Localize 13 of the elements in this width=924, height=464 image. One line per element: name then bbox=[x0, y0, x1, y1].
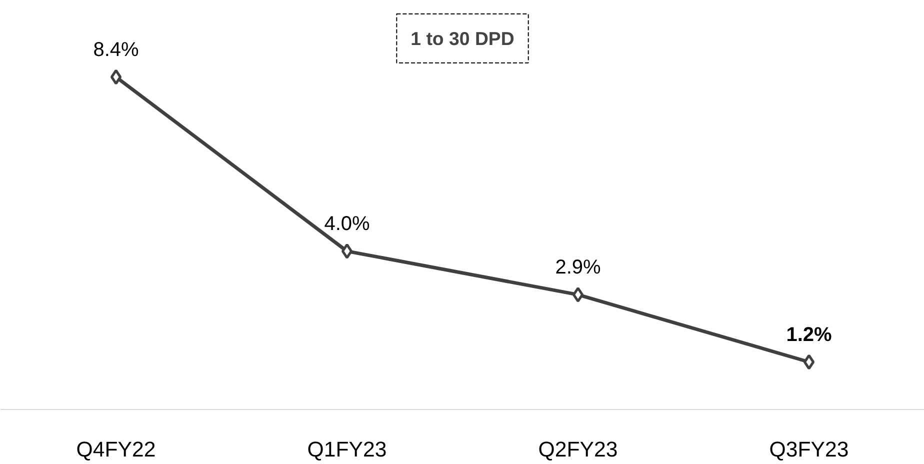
data-label: 2.9% bbox=[555, 256, 602, 279]
point bbox=[110, 69, 122, 85]
x-tick-label: Q1FY23 bbox=[307, 438, 387, 462]
point bbox=[572, 286, 584, 302]
data-label: 1.2% bbox=[786, 324, 832, 346]
data-label: 8.4% bbox=[93, 39, 140, 61]
x-tick-label: Q3FY23 bbox=[769, 438, 849, 462]
point bbox=[803, 354, 815, 370]
x-tick-label: Q2FY23 bbox=[538, 438, 618, 462]
x-tick-label: Q4FY22 bbox=[76, 438, 156, 462]
data-label: 4.0% bbox=[324, 213, 370, 236]
chart-title: 1 to 30 DPD bbox=[410, 28, 514, 49]
point bbox=[341, 243, 353, 259]
